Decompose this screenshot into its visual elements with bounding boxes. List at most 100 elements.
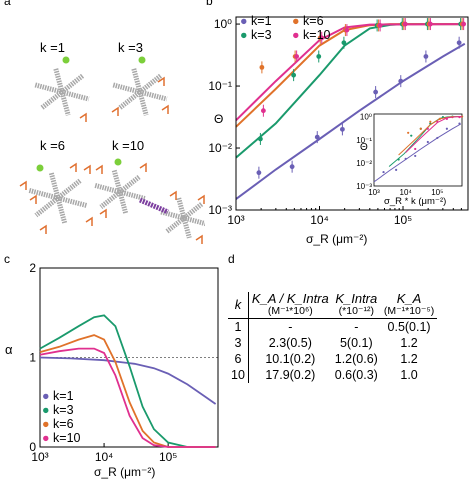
molecule-drawings <box>19 56 205 244</box>
data-point-k=1 <box>339 126 345 132</box>
table-header-ka-unit: (M⁻¹*10⁻⁵) <box>383 305 435 317</box>
inset-point-k=1 <box>458 122 461 125</box>
chart-c-ytick-label: 1 <box>29 351 36 365</box>
inset-point-k=1 <box>426 140 429 144</box>
molecule-label-k10: k =10 <box>112 138 145 153</box>
table-header-ratio-unit: (M⁻¹*10⁶) <box>267 305 313 317</box>
molecule-label-k6: k =6 <box>40 138 65 153</box>
inset-line-k=10 <box>405 116 463 153</box>
legend-c-label-k3: k=3 <box>53 403 74 417</box>
data-point-k=3 <box>425 21 430 27</box>
molecule-k3 <box>111 56 169 116</box>
molecule-label-k3: k =3 <box>118 40 143 55</box>
table-row: 3 2.3(0.5) 5(0.1) 1.2 <box>228 335 437 351</box>
data-point-k=1 <box>314 134 320 140</box>
inset-point-k=6 <box>407 131 410 134</box>
parameters-table-grid: k K_A / K_Intra (M⁻¹*10⁶) K_Intra (*10⁻¹²)… <box>228 291 438 383</box>
dna-arm <box>176 197 192 239</box>
inset-point-k=3 <box>419 127 422 130</box>
inset-point-k=1 <box>404 157 407 160</box>
inset-point-k=3 <box>460 115 464 118</box>
table-header-ka-main: K_A <box>396 291 422 306</box>
data-point-k=6 <box>401 21 407 27</box>
table-cell: 1.0 <box>400 368 418 382</box>
legend-c-dot-k1: ● <box>42 389 50 403</box>
legend-dot-k6: ● <box>292 14 300 28</box>
receptor-tip <box>157 76 165 86</box>
chart-c-xtick-label: 10⁵ <box>159 450 177 464</box>
table-cell: 5(0.1) <box>339 336 373 350</box>
dna-arm <box>99 175 141 209</box>
inset-point-k=10 <box>436 120 439 123</box>
legend-c-label-k10: k=10 <box>53 431 81 445</box>
data-point-k=3 <box>399 21 405 27</box>
panel-letter-a: a <box>4 0 11 8</box>
dna-arm <box>131 68 149 116</box>
dna-arm <box>53 68 71 116</box>
data-point-k=10 <box>377 23 383 28</box>
receptor-tip <box>95 164 103 174</box>
legend-c-dot-k10: ● <box>42 431 50 445</box>
legend-dot-k10: ● <box>292 28 300 42</box>
data-point-k=10 <box>260 108 266 114</box>
table-cell: 1.2 <box>400 336 418 350</box>
chart-b-ytick-label: 10⁻² <box>208 141 232 155</box>
data-point-k=3 <box>374 23 380 28</box>
inset-point-k=1 <box>395 168 398 171</box>
data-point-k=6 <box>292 54 298 59</box>
table-cell: 6 <box>228 351 249 367</box>
inset-ytick-label: 10⁻³ <box>356 182 372 191</box>
chart-c-legend: ● k=1 ● k=3 ● k=6 ● k=10 <box>42 389 81 445</box>
series-line-k=3 <box>235 23 465 159</box>
chart-b-xtick-label: 10³ <box>227 213 244 227</box>
inset-point-k=6 <box>429 120 432 123</box>
receptor-tip <box>39 224 47 234</box>
molecule-k1 <box>34 56 90 122</box>
receptor-tip <box>99 208 107 218</box>
linker-bridge <box>139 197 169 215</box>
ligand <box>114 158 122 166</box>
table-cell: 1 <box>228 318 249 335</box>
molecule-label-k1: k =1 <box>40 40 65 55</box>
data-point-k=6 <box>426 21 432 27</box>
data-point-k=3 <box>316 54 322 59</box>
dna-arm <box>34 178 82 218</box>
receptor-tip <box>161 104 169 114</box>
molecule-k10-left <box>94 158 147 218</box>
chart-b-xtick-label: 10⁴ <box>310 213 329 227</box>
chart-c-xtick-label: 10⁴ <box>95 450 114 464</box>
dna-arm <box>117 73 163 111</box>
panel-letter-d: d <box>228 252 235 266</box>
chart-c-xlabel: σ_R (μm⁻²) <box>94 465 156 479</box>
chart-b-ylabel: Θ <box>214 112 224 126</box>
inset-point-k=1 <box>382 170 385 174</box>
data-point-k=10 <box>402 21 408 27</box>
inset-xlabel: σ_R * k (μm⁻²) <box>384 196 447 207</box>
table-header-kintra: K_Intra (*10⁻¹²) <box>331 291 381 319</box>
inset-ytick-label: 10⁰ <box>360 113 372 122</box>
data-point-k=3 <box>458 21 464 27</box>
table-header-kintra-unit: (*10⁻¹²) <box>338 305 374 317</box>
inset-point-k=10 <box>445 117 448 120</box>
legend-c-dot-k3: ● <box>42 403 50 417</box>
table-cell: 10 <box>228 367 249 383</box>
inset-point-k=1 <box>436 136 439 140</box>
dna-arm <box>94 183 146 201</box>
inset-point-k=3 <box>397 158 400 161</box>
table-cell: 1.2(0.6) <box>334 352 378 366</box>
inset-point-k=3 <box>429 122 432 125</box>
inset-point-k=10 <box>414 147 417 151</box>
chart-b-ytick-label: 10⁻¹ <box>208 79 232 93</box>
table-cell: - <box>354 320 359 334</box>
table-row: 6 10.1(0.2) 1.2(0.6) 1.2 <box>228 351 437 367</box>
inset-point-k=10 <box>458 116 461 119</box>
inset-line-k=3 <box>388 116 462 167</box>
data-point-k=6 <box>376 23 382 28</box>
molecule-k6 <box>19 162 93 234</box>
data-point-k=10 <box>344 27 350 33</box>
inset-xtick-label: 10³ <box>368 188 380 197</box>
inset-ylabel: Θ <box>360 142 368 153</box>
receptor-tip <box>85 216 93 226</box>
table-header-kintra-main: K_Intra <box>335 291 378 306</box>
data-point-k=10 <box>428 21 433 27</box>
